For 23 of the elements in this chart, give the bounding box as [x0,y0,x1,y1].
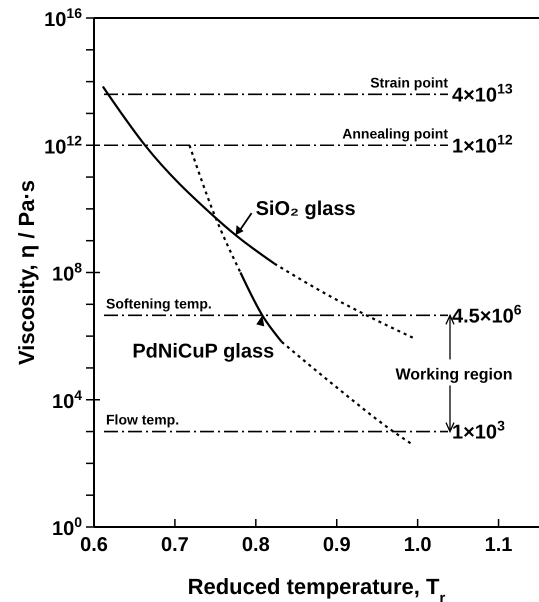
y-tick-label: 10$^{12}$ [44,132,82,158]
annotation: PdNiCuP glass [132,340,274,362]
annotation: Working region [395,366,513,384]
ref-line-label: Annealing point [342,125,448,142]
x-tick-label: 1.1 [484,534,512,556]
x-tick-label: 0.8 [242,534,270,556]
annotation: 4×10$^{13}$ [452,80,513,106]
annotation: 1×10$^{12}$ [452,131,513,158]
y-tick-label: 10$^{8}$ [52,260,82,286]
y-axis-title: Viscosity, η / Pa·s [14,180,39,366]
y-tick-label: 10$^{0}$ [52,514,82,540]
annotation: 1×10$^{3}$ [452,418,506,444]
y-tick-label: 10$^{4}$ [52,386,82,413]
ref-line-label: Strain point [370,74,448,90]
x-tick-label: 0.9 [322,534,351,556]
y-tick-label: 10$^{16}$ [44,5,82,31]
annotation: SiO₂ glass [256,198,356,220]
ref-line-label: Softening temp. [106,295,212,312]
ref-line-label: Flow temp. [106,412,180,428]
x-tick-label: 1.0 [404,534,432,556]
x-tick-label: 0.6 [80,534,108,556]
x-tick-label: 0.7 [161,534,189,556]
annotation: 4.5×10$^{6}$ [452,301,522,328]
